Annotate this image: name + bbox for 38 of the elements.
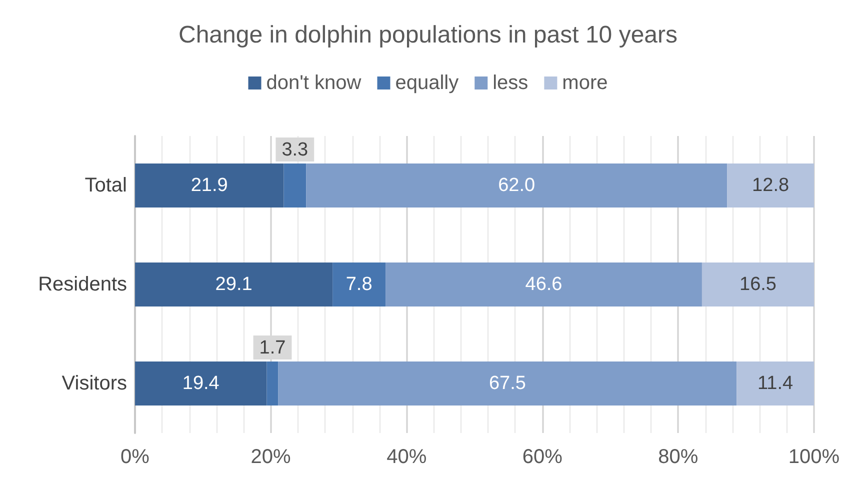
bar xyxy=(332,262,386,306)
x-tick-label: 80% xyxy=(658,446,698,468)
x-tick-label: 100% xyxy=(788,446,840,468)
x-tick-label: 20% xyxy=(250,446,292,468)
legend-label: more xyxy=(562,72,608,94)
legend-label: less xyxy=(492,72,528,94)
bar xyxy=(135,362,267,406)
data-label: 12.8 xyxy=(752,175,790,196)
bar xyxy=(135,262,333,306)
data-label: 7.8 xyxy=(346,274,372,295)
x-tick-label: 60% xyxy=(522,446,563,468)
data-label: 1.7 xyxy=(259,338,286,358)
x-tick-label: 0% xyxy=(120,446,150,468)
bar xyxy=(284,164,306,208)
bar xyxy=(702,262,814,306)
bar xyxy=(266,362,278,406)
legend-label: don't know xyxy=(266,72,362,94)
bar xyxy=(386,262,702,306)
y-tick-label: Residents xyxy=(38,274,127,296)
data-label: 67.5 xyxy=(488,373,526,394)
bar xyxy=(278,362,737,406)
bar xyxy=(727,164,814,208)
data-label: 19.4 xyxy=(182,373,220,394)
bar xyxy=(736,362,814,406)
data-label: 3.3 xyxy=(282,140,308,160)
legend-label: equally xyxy=(395,72,459,94)
y-tick-label: Visitors xyxy=(62,372,127,394)
chart-title: Change in dolphin populations in past 10 years xyxy=(178,22,678,48)
data-label: 11.4 xyxy=(758,373,794,394)
data-label: 21.9 xyxy=(190,175,228,196)
data-label: 62.0 xyxy=(498,175,536,196)
bar xyxy=(135,164,284,208)
x-tick-label: 40% xyxy=(386,446,427,468)
data-label: 46.6 xyxy=(525,274,562,295)
y-tick-label: Total xyxy=(84,174,127,196)
bar xyxy=(306,164,728,208)
data-label: 16.5 xyxy=(739,274,776,295)
data-label: 29.1 xyxy=(215,274,252,295)
